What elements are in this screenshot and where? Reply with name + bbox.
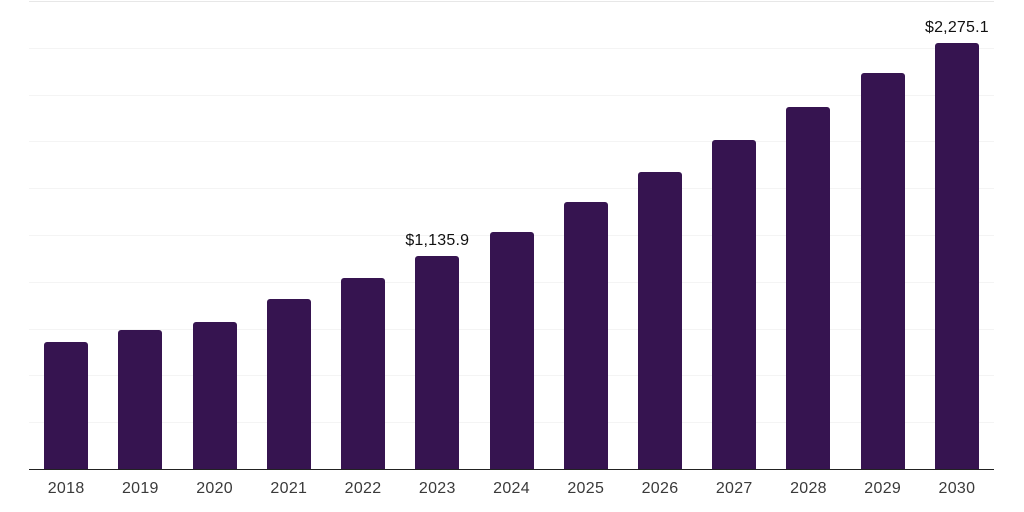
bar-slot — [177, 0, 251, 469]
bar-2029 — [860, 73, 905, 469]
bar-slot — [29, 0, 103, 469]
bar-slot — [474, 0, 548, 469]
gridline — [29, 188, 994, 189]
bar-slot — [846, 0, 920, 469]
bar-2019 — [118, 330, 163, 469]
bar-2028 — [786, 107, 831, 469]
bar-slot — [549, 0, 623, 469]
plot-area: $1,135.9 $2,275.1 — [29, 0, 994, 470]
x-tick-label-2022: 2022 — [344, 480, 382, 497]
bar-2030 — [934, 43, 979, 469]
bar-2024 — [489, 232, 534, 469]
gridline — [29, 1, 994, 2]
x-tick-label-2026: 2026 — [641, 480, 679, 497]
bar-2020 — [192, 322, 237, 469]
x-tick-label-2023: 2023 — [418, 480, 456, 497]
bar-2027 — [712, 140, 757, 469]
bar-2022 — [341, 278, 386, 469]
x-axis-line — [29, 469, 994, 470]
bar-slot: $1,135.9 — [400, 0, 474, 469]
bar-slot — [771, 0, 845, 469]
x-tick-label-2028: 2028 — [790, 480, 827, 497]
bar-2025 — [563, 202, 608, 469]
x-tick-label-2018: 2018 — [47, 480, 85, 497]
gridline — [29, 95, 994, 96]
bar-2018 — [44, 342, 89, 469]
x-tick-label-2030: 2030 — [938, 480, 976, 497]
gridline — [29, 141, 994, 142]
bar-slot — [326, 0, 400, 469]
x-tick-label-2021: 2021 — [270, 480, 308, 497]
bar-slot: $2,275.1 — [920, 0, 994, 469]
bar-slot — [697, 0, 771, 469]
x-tick-label-2020: 2020 — [196, 480, 233, 497]
bar-2026 — [637, 172, 682, 469]
x-axis-labels: 2018 2019 2020 2021 2022 2023 2024 2025 2026 2027… — [29, 478, 994, 500]
x-tick-label-2027: 2027 — [715, 480, 753, 497]
x-tick-label-2025: 2025 — [567, 480, 605, 497]
bar-slot — [623, 0, 697, 469]
bar-value-label-2030: $2,275.1 — [924, 19, 989, 36]
bar-2021 — [266, 299, 311, 469]
x-tick-label-2029: 2029 — [864, 480, 902, 497]
gridline — [29, 48, 994, 49]
x-tick-label-2024: 2024 — [493, 480, 530, 497]
bar-slot — [103, 0, 177, 469]
bar-2023 — [415, 256, 460, 469]
x-tick-label-2019: 2019 — [121, 480, 159, 497]
bars-layer: $1,135.9 $2,275.1 — [29, 0, 994, 469]
bar-value-label-2023: $1,135.9 — [405, 232, 470, 249]
bar-slot — [252, 0, 326, 469]
